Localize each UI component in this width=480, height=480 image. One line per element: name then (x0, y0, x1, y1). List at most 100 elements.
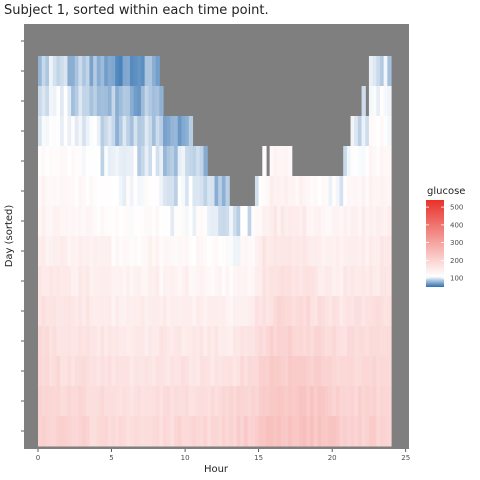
heatmap-cell (148, 356, 153, 387)
heatmap-cell (277, 146, 282, 177)
heatmap-cell (280, 386, 285, 417)
heatmap-cell (122, 236, 127, 267)
heatmap-cell (181, 326, 186, 357)
heatmap-cell (107, 296, 113, 327)
heatmap-cell (56, 326, 61, 357)
heatmap-cell (357, 416, 363, 447)
heatmap-cell (357, 266, 363, 297)
heatmap-cell (196, 236, 201, 267)
heatmap-cell (115, 356, 120, 387)
heatmap-cell (317, 416, 322, 447)
heatmap-cell (96, 356, 102, 387)
heatmap-cell (240, 356, 245, 387)
heatmap-cell (85, 206, 91, 237)
heatmap-cell (376, 206, 381, 237)
heatmap-cell (365, 266, 370, 297)
heatmap-cell (96, 176, 102, 207)
heatmap-cell (52, 386, 57, 417)
heatmap-cell (284, 326, 289, 357)
heatmap-cell (107, 176, 113, 207)
heatmap-cell (56, 146, 61, 177)
heatmap-cell (328, 326, 333, 357)
heatmap-cell (313, 206, 319, 237)
heatmap-cell (306, 416, 311, 447)
heatmap-cell (321, 176, 326, 207)
heatmap-cell (60, 176, 65, 207)
heatmap-cell (299, 356, 304, 387)
heatmap-cell (118, 386, 124, 417)
heatmap-cell (63, 326, 69, 357)
heatmap-cell (60, 236, 65, 267)
heatmap-cell (111, 236, 116, 267)
heatmap-cell (170, 386, 175, 417)
heatmap-cell (100, 326, 105, 357)
heatmap-cell (151, 236, 157, 267)
heatmap-cell (280, 266, 285, 297)
x-tick-label: 25 (401, 454, 410, 462)
heatmap-cell (280, 356, 285, 387)
heatmap-cell (346, 416, 352, 447)
heatmap-cell (63, 416, 69, 447)
heatmap-cell (174, 236, 179, 267)
heatmap-cell (67, 296, 72, 327)
heatmap-cell (155, 236, 160, 267)
heatmap-cell (104, 146, 109, 177)
heatmap-cell (49, 236, 54, 267)
heatmap-cell (247, 206, 252, 237)
heatmap-cell (45, 56, 50, 87)
heatmap-cell (280, 146, 285, 177)
heatmap-cell (368, 416, 374, 447)
heatmap-cell (82, 386, 87, 417)
heatmap-cell (295, 416, 300, 447)
heatmap-cell (258, 386, 263, 417)
heatmap-cell (89, 146, 94, 177)
heatmap-cell (379, 326, 385, 357)
heatmap-cell (137, 326, 142, 357)
heatmap-cell (82, 236, 87, 267)
heatmap-cell (265, 206, 271, 237)
heatmap-cell (118, 176, 124, 207)
heatmap-cell (104, 326, 109, 357)
heatmap-cell (291, 296, 296, 327)
heatmap-cell (251, 206, 256, 237)
heatmap-cell (346, 176, 352, 207)
heatmap-cell (317, 296, 322, 327)
heatmap-cell (93, 386, 98, 417)
heatmap-cell (207, 236, 212, 267)
heatmap-cell (52, 236, 57, 267)
heatmap-cell (74, 416, 80, 447)
heatmap-cell (368, 176, 374, 207)
heatmap-cell (207, 326, 212, 357)
heatmap-cell (85, 56, 91, 87)
heatmap-cell (229, 416, 234, 447)
heatmap-cell (159, 356, 164, 387)
heatmap-cell (313, 266, 319, 297)
heatmap-cell (100, 416, 105, 447)
heatmap-cell (41, 326, 46, 357)
heatmap-cell (71, 86, 76, 117)
heatmap-cell (277, 386, 282, 417)
heatmap-cell (188, 146, 194, 177)
heatmap-cell (372, 386, 377, 417)
heatmap-cell (317, 176, 322, 207)
heatmap-cell (236, 326, 241, 357)
heatmap-cell (302, 356, 308, 387)
heatmap-cell (243, 416, 249, 447)
heatmap-cell (49, 116, 54, 147)
heatmap-cell (346, 146, 352, 177)
heatmap-cell (82, 266, 87, 297)
heatmap-cell (328, 266, 333, 297)
heatmap-cell (376, 386, 381, 417)
heatmap-cell (60, 266, 65, 297)
heatmap-cell (236, 356, 241, 387)
heatmap-cell (310, 206, 315, 237)
heatmap-cell (207, 416, 212, 447)
heatmap-cell (129, 206, 135, 237)
heatmap-cell (299, 176, 304, 207)
heatmap-cell (185, 326, 190, 357)
heatmap-cell (82, 146, 87, 177)
heatmap-cell (273, 386, 278, 417)
heatmap-cell (122, 86, 127, 117)
heatmap-cell (129, 416, 135, 447)
heatmap-cell (214, 416, 219, 447)
